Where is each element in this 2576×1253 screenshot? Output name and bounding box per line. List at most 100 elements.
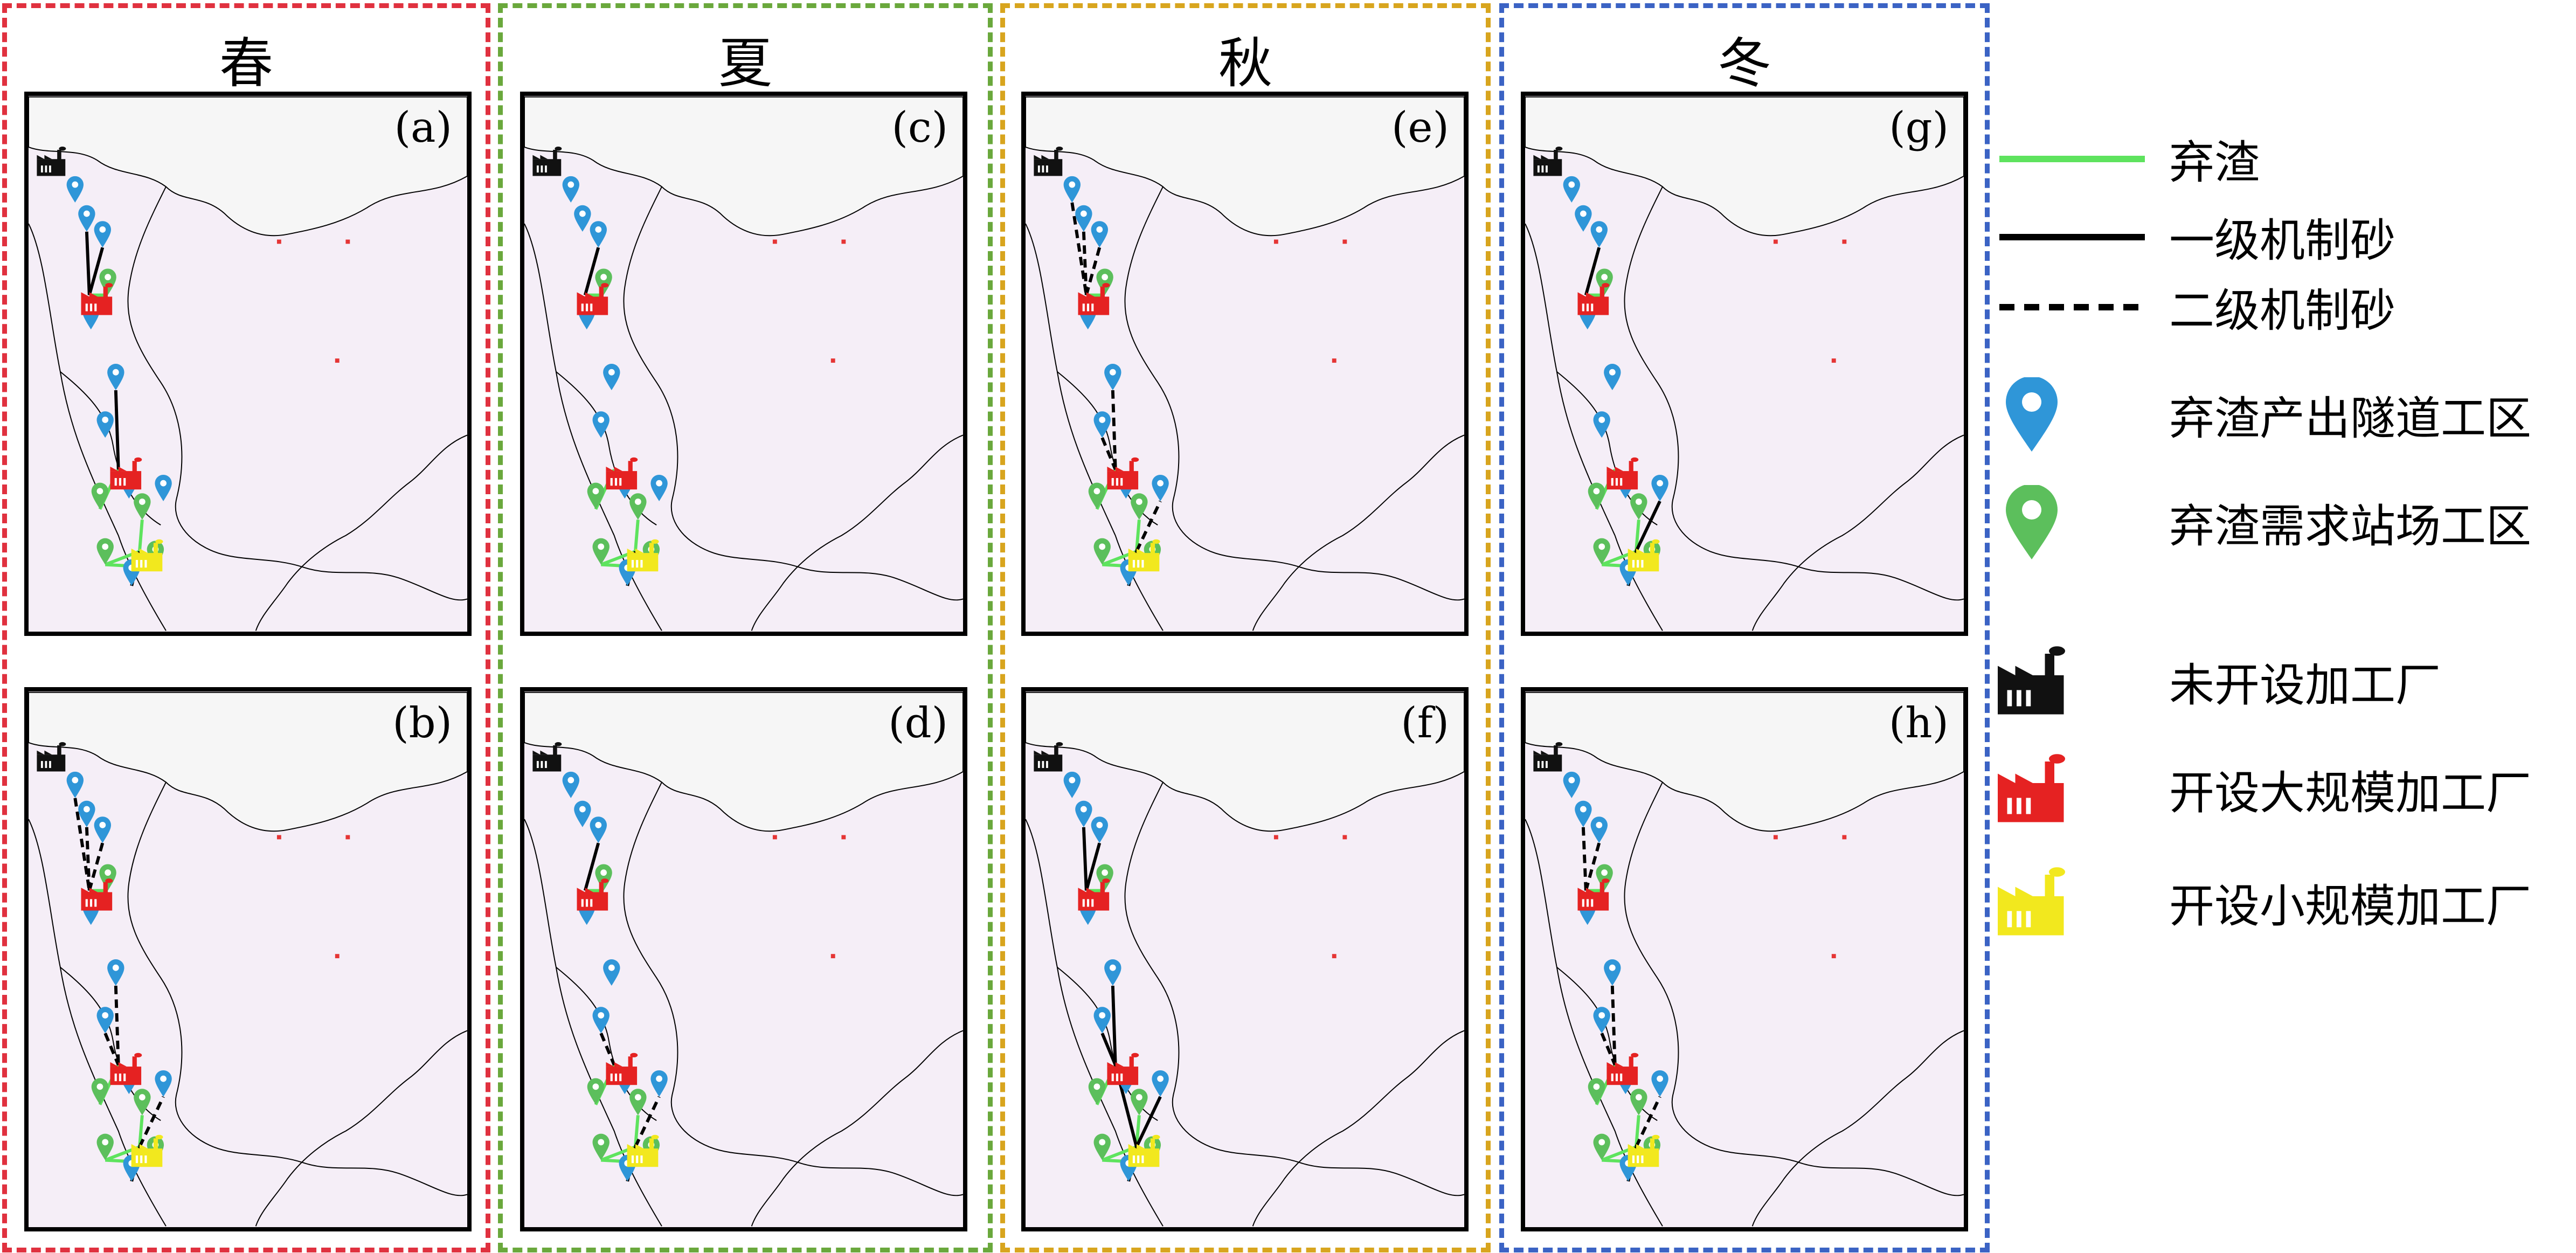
- location-pin-icon: [2006, 377, 2058, 452]
- legend-label: 弃渣产出隧道工区: [2169, 392, 2532, 445]
- station-pin-icon: [1596, 268, 1613, 295]
- city-dot: [1332, 358, 1337, 363]
- region-boundary: [29, 691, 467, 832]
- spoil-route: [1635, 1115, 1640, 1147]
- station-pin-icon: [595, 864, 612, 891]
- region-boundary: [524, 691, 963, 832]
- primary-sand-route: [1082, 827, 1088, 891]
- primary-sand-route: [1100, 1033, 1117, 1066]
- tunnel-pin-icon: [1593, 411, 1610, 438]
- city-dot: [1342, 239, 1347, 244]
- legend-label: 未开设加工厂: [2169, 659, 2441, 712]
- station-pin-icon: [1088, 1078, 1106, 1105]
- factory-small-icon: [627, 539, 659, 572]
- region-boundary: [1252, 434, 1464, 631]
- factory-large-icon: [1606, 1053, 1639, 1085]
- solid-line-icon: [1999, 234, 2145, 240]
- region-boundary: [29, 223, 167, 631]
- tunnel-pin-icon: [1604, 364, 1621, 391]
- tunnel-pin-icon: [574, 800, 591, 827]
- tunnel-pin-icon: [562, 176, 579, 203]
- spoil-route: [634, 520, 640, 552]
- station-pin-icon: [629, 1089, 647, 1116]
- primary-sand-route: [1084, 842, 1102, 891]
- primary-sand-route: [1635, 500, 1661, 552]
- primary-sand-route: [1135, 1096, 1162, 1148]
- factory-large-icon: [1107, 1053, 1139, 1085]
- region-boundary: [255, 434, 467, 631]
- tunnel-pin-icon: [155, 474, 172, 501]
- station-pin-icon: [587, 482, 605, 509]
- region-boundary: [255, 1030, 467, 1227]
- legend-factory-large: 开设大规模加工厂: [1994, 752, 2576, 827]
- factory-large-icon: [1107, 457, 1139, 490]
- factory-small-icon: [1628, 539, 1660, 572]
- legend-station-site: 弃渣需求站场工区: [1994, 485, 2576, 560]
- city-dot: [345, 239, 350, 244]
- season-title-spring: 春: [219, 32, 273, 95]
- factory-small-icon: [131, 539, 163, 572]
- tunnel-pin-icon: [1091, 221, 1108, 248]
- panel-label: (g): [1889, 103, 1949, 152]
- station-pin-icon: [99, 268, 116, 295]
- legend-primary-sand: 一级机制砂: [1994, 199, 2576, 275]
- tunnel-pin-icon: [94, 221, 111, 248]
- panel-label: (b): [392, 699, 452, 747]
- tunnel-pin-icon: [1063, 176, 1081, 203]
- factory-large-icon: [577, 283, 609, 315]
- station-pin-icon: [587, 1078, 605, 1105]
- factory-large-icon: [81, 878, 113, 911]
- station-pin-icon: [1588, 482, 1605, 509]
- season-title-winter: 冬: [1718, 32, 1771, 95]
- primary-sand-route: [87, 247, 105, 296]
- season-frame-summer: [498, 3, 993, 1252]
- region-boundary: [1624, 186, 1711, 552]
- region-boundary: [29, 819, 167, 1227]
- station-pin-icon: [629, 493, 647, 520]
- station-pin-icon: [1588, 1078, 1605, 1105]
- secondary-sand-route: [1581, 827, 1588, 891]
- region-boundary: [1210, 1146, 1464, 1196]
- city-dot: [1842, 835, 1847, 840]
- map-panel-a: (a): [24, 92, 472, 636]
- tunnel-pin-icon: [96, 1007, 114, 1034]
- factory-small-icon: [627, 1134, 659, 1167]
- city-dot: [335, 954, 340, 959]
- station-pin-icon: [134, 1089, 151, 1116]
- legend-tunnel-site: 弃渣产出隧道工区: [1994, 377, 2576, 453]
- primary-sand-route: [1584, 247, 1601, 296]
- secondary-sand-route: [73, 798, 91, 891]
- spoil-line-icon: [1999, 156, 2145, 162]
- panel-label: (e): [1391, 103, 1449, 152]
- spoil-route: [138, 1115, 144, 1147]
- region-boundary: [709, 1146, 963, 1196]
- primary-sand-route: [85, 231, 91, 295]
- region-boundary: [524, 819, 662, 1227]
- city-dot: [830, 358, 835, 363]
- legend-label: 一级机制砂: [2169, 214, 2396, 267]
- factory-closed-icon: [1034, 147, 1063, 176]
- tunnel-pin-icon: [66, 771, 84, 798]
- factory-closed-icon: [37, 147, 66, 176]
- tunnel-pin-icon: [1575, 205, 1592, 232]
- factory-large-icon: [81, 283, 113, 315]
- tunnel-pin-icon: [94, 816, 111, 843]
- secondary-sand-route: [1082, 231, 1088, 295]
- secondary-sand-route: [1100, 437, 1117, 470]
- factory-large-icon: [110, 1053, 142, 1085]
- station-pin-icon: [91, 1078, 109, 1105]
- tunnel-pin-icon: [1604, 959, 1621, 986]
- station-pin-icon: [1596, 864, 1613, 891]
- legend-label: 弃渣需求站场工区: [2169, 500, 2532, 553]
- city-dot: [1831, 358, 1836, 363]
- panel-label: (f): [1401, 699, 1449, 747]
- region-boundary: [1525, 691, 1964, 832]
- station-pin-icon: [1096, 268, 1113, 295]
- tunnel-pin-icon: [1091, 816, 1108, 843]
- tunnel-pin-icon: [1651, 1070, 1668, 1097]
- city-dot: [1273, 239, 1278, 244]
- tunnel-pin-icon: [1593, 1007, 1610, 1034]
- city-dot: [1842, 239, 1847, 244]
- region-boundary: [127, 782, 214, 1148]
- map-panel-f: (f): [1021, 687, 1469, 1231]
